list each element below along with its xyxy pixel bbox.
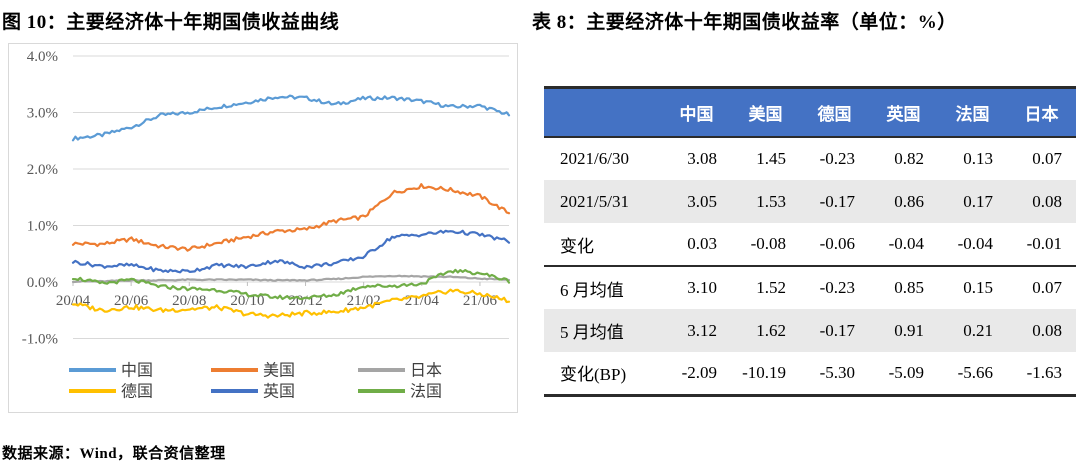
table-cell: 0.08: [1032, 191, 1062, 211]
legend-label-japan: 日本: [410, 362, 442, 380]
table-row: 2021/5/31 3.05 1.53 -0.17 0.86 0.17 0.08: [544, 180, 1076, 223]
table-cell: 0.86: [894, 191, 924, 211]
y-axis-label: 1.0%: [27, 219, 58, 235]
legend-label-germany: 德国: [121, 383, 153, 401]
table-cell: -5.30: [819, 362, 855, 382]
series-line-germany: [71, 288, 511, 319]
table-cell: -1.63: [1026, 362, 1062, 382]
table-cell: 0.07: [1032, 278, 1062, 297]
table-row: 2021/6/30 3.08 1.45 -0.23 0.82 0.13 0.07: [544, 137, 1076, 180]
column-header: 法国: [938, 87, 1007, 138]
table-cell: 0.15: [963, 278, 993, 297]
table-cell: -0.06: [819, 234, 855, 253]
table-cell: 1.45: [756, 149, 786, 168]
x-axis-label: 20/04: [56, 293, 91, 309]
corner-cell: [544, 87, 662, 138]
x-axis-label: 20/10: [230, 293, 264, 309]
table-cell: 3.12: [687, 320, 717, 340]
table-cell: -2.09: [681, 362, 717, 382]
column-header: 中国: [662, 87, 731, 138]
table-cell: -0.17: [819, 191, 855, 211]
column-header: 德国: [800, 87, 869, 138]
table-cell: 0.82: [894, 149, 924, 168]
table-cell: -5.09: [888, 362, 924, 382]
table-header-row: 中国 美国 德国 英国 法国 日本: [544, 87, 1076, 138]
table-cell: -0.04: [957, 234, 993, 253]
figure-title: 图 10：主要经济体十年期国债收益曲线: [2, 12, 340, 33]
table-cell: 3.05: [687, 191, 717, 211]
table-cell: 0.08: [1032, 320, 1062, 340]
table-cell: -0.23: [819, 149, 855, 168]
table-row: 变化 0.03 -0.08 -0.06 -0.04 -0.04 -0.01: [544, 223, 1076, 266]
y-axis-label: 3.0%: [27, 106, 58, 122]
table-cell: -10.19: [742, 362, 786, 382]
column-header: 英国: [869, 87, 938, 138]
row-label: 变化: [560, 236, 594, 256]
table-cell: -0.08: [750, 234, 786, 253]
x-axis-label: 21/06: [463, 293, 498, 309]
table-cell: 0.07: [1032, 149, 1062, 168]
table-cell: 0.21: [963, 320, 993, 340]
legend-label-uk: 英国: [263, 383, 295, 401]
y-axis-label: 0.0%: [27, 275, 58, 291]
table-cell: 0.85: [894, 278, 924, 297]
series-line-usa: [71, 183, 511, 252]
y-axis-label: 4.0%: [27, 49, 58, 65]
table-cell: 1.53: [756, 191, 786, 211]
x-axis-label: 21/02: [347, 293, 381, 309]
yield-table: 中国 美国 德国 英国 法国 日本 2021/6/30 3.08 1.45 -0.23 0.82 0.…: [544, 86, 1076, 397]
table-cell: 0.13: [963, 149, 993, 168]
legend-label-usa: 美国: [263, 362, 295, 380]
table-cell: -5.66: [957, 362, 993, 382]
y-axis-label: 2.0%: [27, 162, 58, 178]
x-axis-label: 20/08: [172, 293, 206, 309]
table-cell: 3.10: [687, 278, 717, 297]
data-source-note: 数据来源：Wind，联合资信整理: [2, 446, 226, 462]
chart-canvas: 4.0% 3.0% 2.0% 1.0% 0.0% -1.0% 20/04 20/06 20/08…: [22, 49, 511, 401]
series-line-uk: [71, 229, 511, 274]
table-cell: -0.17: [819, 320, 855, 340]
table-cell: 3.08: [687, 149, 717, 168]
row-label: 变化(BP): [560, 365, 627, 385]
series-line-france: [71, 268, 511, 301]
table-cell: 0.91: [894, 320, 924, 340]
y-axis-label: -1.0%: [22, 332, 58, 348]
series-line-japan: [71, 274, 511, 284]
table-cell: -0.01: [1026, 234, 1062, 253]
table-cell: -0.04: [888, 234, 924, 253]
column-header: 日本: [1007, 87, 1076, 138]
column-header: 美国: [731, 87, 800, 138]
yield-curve-chart: 4.0% 3.0% 2.0% 1.0% 0.0% -1.0% 20/04 20/06 20/08…: [8, 43, 518, 413]
x-axis-label: 20/06: [114, 293, 149, 309]
table-title: 表 8：主要经济体十年期国债收益率（单位：%）: [532, 12, 957, 33]
table-cell: 1.52: [756, 278, 786, 297]
legend-label-china: 中国: [121, 362, 153, 380]
table-row: 变化(BP) -2.09 -10.19 -5.30 -5.09 -5.66 -1.63: [544, 352, 1076, 395]
table-cell: 0.03: [687, 234, 717, 253]
table-cell: 0.17: [963, 191, 993, 211]
row-label: 2021/6/30: [560, 149, 629, 168]
series-line-china: [71, 94, 511, 142]
legend-label-france: 法国: [410, 383, 442, 401]
row-label: 6 月均值: [560, 280, 624, 300]
table-row: 5 月均值 3.12 1.62 -0.17 0.91 0.21 0.08: [544, 309, 1076, 352]
table-cell: -0.23: [819, 278, 855, 297]
row-label: 2021/5/31: [560, 191, 629, 211]
table-cell: 1.62: [756, 320, 786, 340]
row-label: 5 月均值: [560, 323, 624, 342]
table-row: 6 月均值 3.10 1.52 -0.23 0.85 0.15 0.07: [544, 266, 1076, 309]
